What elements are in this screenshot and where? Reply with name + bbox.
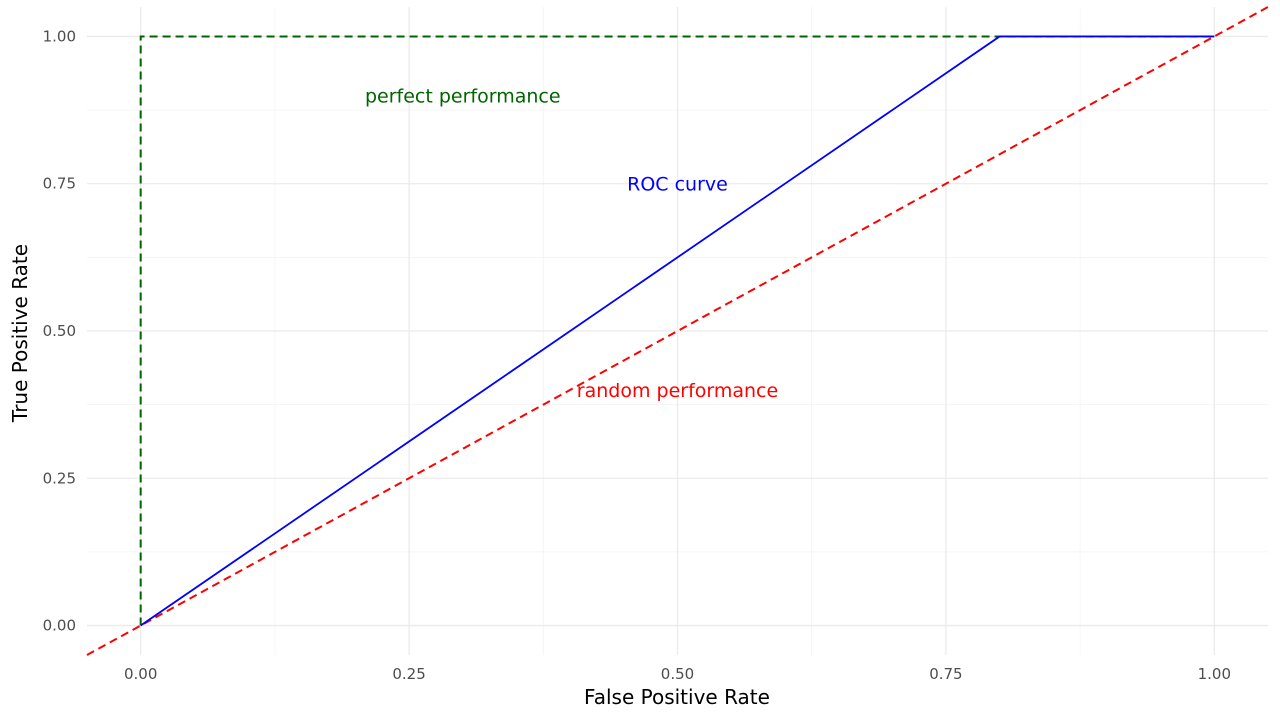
x-tick-label: 0.25 bbox=[392, 665, 425, 683]
y-tick-label: 0.75 bbox=[43, 175, 76, 193]
annotation-random: random performance bbox=[577, 380, 778, 402]
series-line-roc bbox=[140, 35, 1215, 627]
x-tick-labels: 0.00 0.25 0.50 0.75 1.00 bbox=[124, 665, 1231, 683]
x-tick-label: 0.00 bbox=[124, 665, 157, 683]
annotations: perfect performance ROC curve random perfo… bbox=[365, 85, 778, 402]
annotation-perfect: perfect performance bbox=[365, 85, 561, 107]
y-tick-labels: 0.00 0.25 0.50 0.75 1.00 bbox=[43, 27, 76, 634]
y-axis-label: True Positive Rate bbox=[8, 244, 32, 423]
series-line-perfect bbox=[139, 35, 1215, 626]
series-line-random bbox=[86, 6, 1269, 656]
x-tick-label: 1.00 bbox=[1198, 665, 1231, 683]
y-tick-label: 0.50 bbox=[43, 322, 76, 340]
y-tick-label: 0.00 bbox=[43, 617, 76, 635]
x-axis-label: False Positive Rate bbox=[584, 685, 770, 709]
y-tick-label: 1.00 bbox=[43, 27, 76, 45]
x-tick-label: 0.75 bbox=[929, 665, 962, 683]
series-lines bbox=[86, 6, 1269, 656]
y-tick-label: 0.25 bbox=[43, 469, 76, 487]
x-tick-label: 0.50 bbox=[661, 665, 694, 683]
annotation-roc: ROC curve bbox=[627, 174, 728, 196]
